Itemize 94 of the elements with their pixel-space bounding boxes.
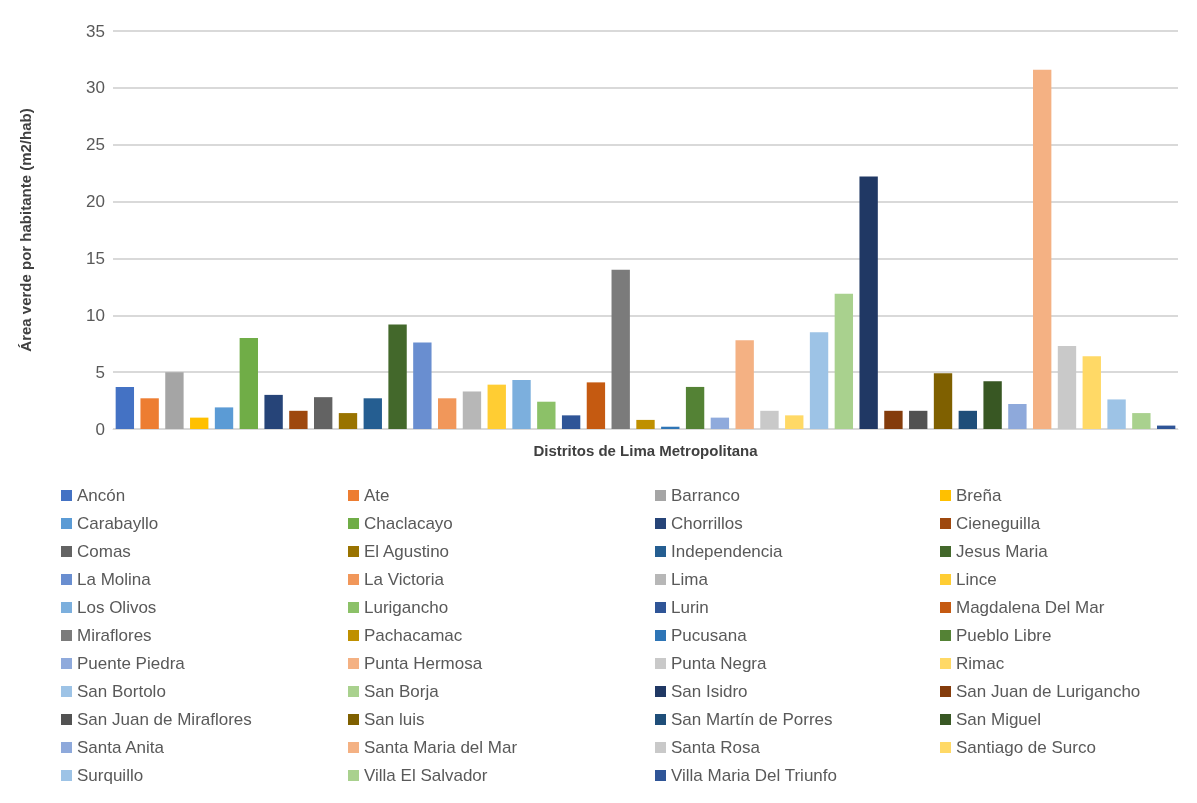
legend-label: San Juan de Miraflores bbox=[77, 710, 252, 729]
bar bbox=[586, 382, 606, 429]
legend-label: La Molina bbox=[77, 570, 152, 589]
bar bbox=[338, 413, 358, 429]
legend-label: Lurigancho bbox=[364, 598, 449, 617]
legend-label: Lince bbox=[956, 570, 997, 589]
bar bbox=[809, 332, 829, 429]
bar bbox=[685, 386, 705, 429]
legend-label: Santa Maria del Mar bbox=[364, 738, 518, 757]
legend-label: Chaclacayo bbox=[364, 514, 453, 533]
bar bbox=[909, 410, 928, 429]
bar bbox=[1082, 356, 1101, 429]
bar bbox=[1033, 69, 1052, 429]
bar bbox=[884, 410, 903, 429]
bar bbox=[115, 386, 135, 429]
y-tick-label: 30 bbox=[86, 78, 105, 98]
bar bbox=[1057, 345, 1077, 429]
legend-label: Independencia bbox=[671, 542, 784, 561]
legend-label: Pueblo Libre bbox=[956, 626, 1052, 645]
legend-label: Cieneguilla bbox=[956, 514, 1041, 533]
bar bbox=[214, 407, 234, 429]
bar bbox=[1132, 413, 1151, 429]
bar bbox=[710, 417, 730, 429]
bar bbox=[140, 398, 159, 429]
legend-label: Magdalena Del Mar bbox=[956, 598, 1105, 617]
bar bbox=[735, 340, 754, 429]
bar bbox=[165, 372, 184, 429]
bar bbox=[958, 410, 977, 429]
legend-label: Carabayllo bbox=[77, 514, 159, 533]
bar bbox=[363, 398, 382, 429]
legend-label: San Juan de Lurigancho bbox=[956, 682, 1141, 701]
y-tick-label: 20 bbox=[86, 192, 105, 212]
legend-label: Jesus Maria bbox=[956, 542, 1049, 561]
legend-label: Santa Rosa bbox=[671, 738, 761, 757]
legend-label: Villa Maria Del Triunfo bbox=[671, 766, 837, 785]
legend-label: Chorrillos bbox=[671, 514, 743, 533]
bar bbox=[462, 391, 482, 429]
legend-label: Lima bbox=[671, 570, 709, 589]
bar bbox=[983, 381, 1002, 429]
legend-label: San Bortolo bbox=[77, 682, 166, 701]
bar bbox=[859, 176, 878, 429]
bar bbox=[437, 398, 457, 429]
legend-label: Breña bbox=[956, 486, 1002, 505]
legend-label: Surquillo bbox=[77, 766, 144, 785]
legend-label: San luis bbox=[364, 710, 425, 729]
legend-label: Santiago de Surco bbox=[956, 738, 1096, 757]
legend-label: San Miguel bbox=[956, 710, 1042, 729]
legend-label: Punta Hermosa bbox=[364, 654, 483, 673]
legend-label: Villa El Salvador bbox=[364, 766, 488, 785]
legend-label: San Isidro bbox=[671, 682, 748, 701]
legend-label: Ancón bbox=[77, 486, 126, 505]
y-tick-label: 5 bbox=[95, 362, 105, 382]
bar bbox=[314, 397, 333, 429]
legend-label: La Victoria bbox=[364, 570, 445, 589]
legend-label: Lurin bbox=[671, 598, 709, 617]
bar bbox=[190, 417, 209, 429]
legend-label: San Martín de Porres bbox=[671, 710, 833, 729]
bar bbox=[512, 380, 531, 429]
legend-label: San Borja bbox=[364, 682, 440, 701]
legend-label: Pucusana bbox=[671, 626, 748, 645]
legend-label: Los Olivos bbox=[77, 598, 157, 617]
legend-label: El Agustino bbox=[364, 542, 450, 561]
legend-label: Santa Anita bbox=[77, 738, 165, 757]
legend-label: Rimac bbox=[956, 654, 1005, 673]
y-tick-label: 15 bbox=[86, 248, 105, 268]
bar bbox=[289, 410, 308, 429]
y-tick-label: 10 bbox=[86, 305, 105, 325]
legend-label: Punta Negra bbox=[671, 654, 767, 673]
y-tick-label: 35 bbox=[86, 21, 105, 41]
bar bbox=[537, 401, 556, 429]
bar bbox=[1107, 399, 1126, 429]
bar bbox=[239, 338, 258, 429]
bar bbox=[785, 415, 804, 429]
bar bbox=[1008, 403, 1027, 429]
legend-label: Pachacamac bbox=[364, 626, 463, 645]
legend-label: Ate bbox=[364, 486, 390, 505]
y-tick-label: 25 bbox=[86, 135, 105, 155]
bar bbox=[487, 384, 506, 429]
bar bbox=[264, 394, 283, 429]
bar bbox=[760, 410, 779, 429]
y-axis-title: Área verde por habitante (m2/hab) bbox=[17, 108, 34, 352]
legend-label: Miraflores bbox=[77, 626, 152, 645]
bar bbox=[636, 419, 655, 429]
y-tick-label: 0 bbox=[95, 419, 105, 439]
legend-label: Comas bbox=[77, 542, 131, 561]
bar bbox=[933, 373, 953, 429]
bar bbox=[388, 324, 407, 429]
bar bbox=[561, 415, 581, 429]
bar bbox=[413, 342, 432, 429]
bar bbox=[834, 293, 854, 429]
bar bbox=[611, 269, 630, 429]
legend-label: Barranco bbox=[671, 486, 740, 505]
x-axis-title: Distritos de Lima Metropolitana bbox=[533, 442, 759, 459]
legend-label: Puente Piedra bbox=[77, 654, 186, 673]
